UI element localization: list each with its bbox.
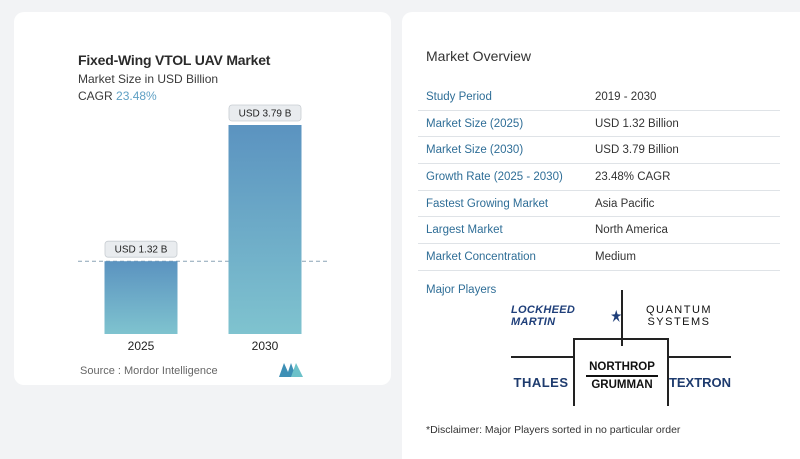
data-label-box: [104, 240, 178, 258]
star-icon: [610, 309, 621, 322]
northrop-text: NORTHROP: [589, 361, 655, 374]
overview-row: Study Period 2019 - 2030: [418, 84, 780, 111]
lockheed-martin-logo: LOCKHEED MARTIN: [511, 288, 621, 343]
bar-2025: [104, 261, 178, 334]
major-players-title: Major Players: [426, 284, 497, 296]
bar-2030: [228, 125, 302, 334]
category-label: 2025: [128, 339, 155, 353]
overview-row: Growth Rate (2025 - 2030) 23.48% CAGR: [418, 164, 780, 191]
overview-row-label: Fastest Growing Market: [426, 197, 549, 210]
overview-row-value: North America: [595, 224, 668, 237]
chart-card: [14, 12, 391, 385]
data-label: USD 3.79 B: [239, 109, 292, 120]
overview-row-label: Market Concentration: [426, 250, 536, 263]
overview-title: Market Overview: [426, 48, 532, 64]
overview-row: Largest Market North America: [418, 217, 780, 245]
category-label: 2030: [252, 339, 279, 353]
systems-text: SYSTEMS: [647, 315, 711, 328]
mordor-logo-icon: [279, 363, 303, 377]
overview-row-value: 23.48% CAGR: [595, 170, 671, 183]
bar-chart: USD 1.32 B 2025 USD 3.79 B 2030: [78, 104, 330, 353]
quantum-systems-logo: QUANTUM SYSTEMS: [627, 288, 731, 343]
overview-row-value: 2019 - 2030: [595, 90, 657, 103]
overview-row-label: Market Size (2030): [426, 144, 524, 157]
chart-subtitle: Market Size in USD Billion: [78, 72, 219, 86]
overview-table: Study Period 2019 - 2030 Market Size (2025…: [418, 84, 780, 271]
overview-row-value: Medium: [595, 250, 636, 263]
chart-title: Fixed-Wing VTOL UAV Market: [78, 52, 271, 68]
source-note: Source : Mordor Intelligence: [80, 365, 218, 377]
logo-divider: [573, 338, 669, 340]
cagr-label: CAGR: [78, 89, 113, 103]
overview-row: Fastest Growing Market Asia Pacific: [418, 191, 780, 218]
overview-row: Market Concentration Medium: [418, 244, 780, 271]
quantum-text: QUANTUM: [645, 303, 713, 316]
overview-row-label: Largest Market: [426, 224, 503, 237]
overview-row-label: Market Size (2025): [426, 117, 524, 130]
disclaimer: *Disclaimer: Major Players sorted in no …: [426, 424, 681, 436]
overview-row-label: Study Period: [426, 90, 492, 103]
logo-divider: [511, 356, 573, 358]
thales-logo: THALES: [513, 374, 569, 390]
cagr-line: CAGR 23.48%: [78, 89, 157, 103]
overview-row: Market Size (2030) USD 3.79 Billion: [418, 137, 780, 165]
overview-row: Market Size (2025) USD 1.32 Billion: [418, 111, 780, 138]
logo-divider: [573, 338, 575, 406]
overview-card: [402, 12, 800, 459]
overview-row-label: Growth Rate (2025 - 2030): [426, 170, 563, 183]
grumman-text: GRUMMAN: [591, 378, 653, 391]
lockheed-martin-text: LOCKHEED MARTIN: [511, 303, 576, 328]
logo-divider: [621, 290, 623, 346]
northrop-grumman-logo: NORTHROP GRUMMAN: [577, 346, 667, 406]
major-players-logos: LOCKHEED MARTIN QUANTUM SYSTEMS THALES N…: [511, 288, 731, 406]
overview-row-value: USD 3.79 Billion: [595, 144, 679, 157]
textron-logo: TEXTRON: [668, 374, 732, 390]
data-label-box: [228, 104, 302, 122]
data-label: USD 1.32 B: [115, 245, 168, 256]
logo-divider: [667, 338, 669, 406]
overview-row-value: Asia Pacific: [595, 197, 655, 210]
northrop-rule: [586, 375, 658, 377]
logo-divider: [667, 356, 731, 358]
overview-row-value: USD 1.32 Billion: [595, 117, 679, 130]
cagr-value: 23.48%: [116, 89, 157, 103]
